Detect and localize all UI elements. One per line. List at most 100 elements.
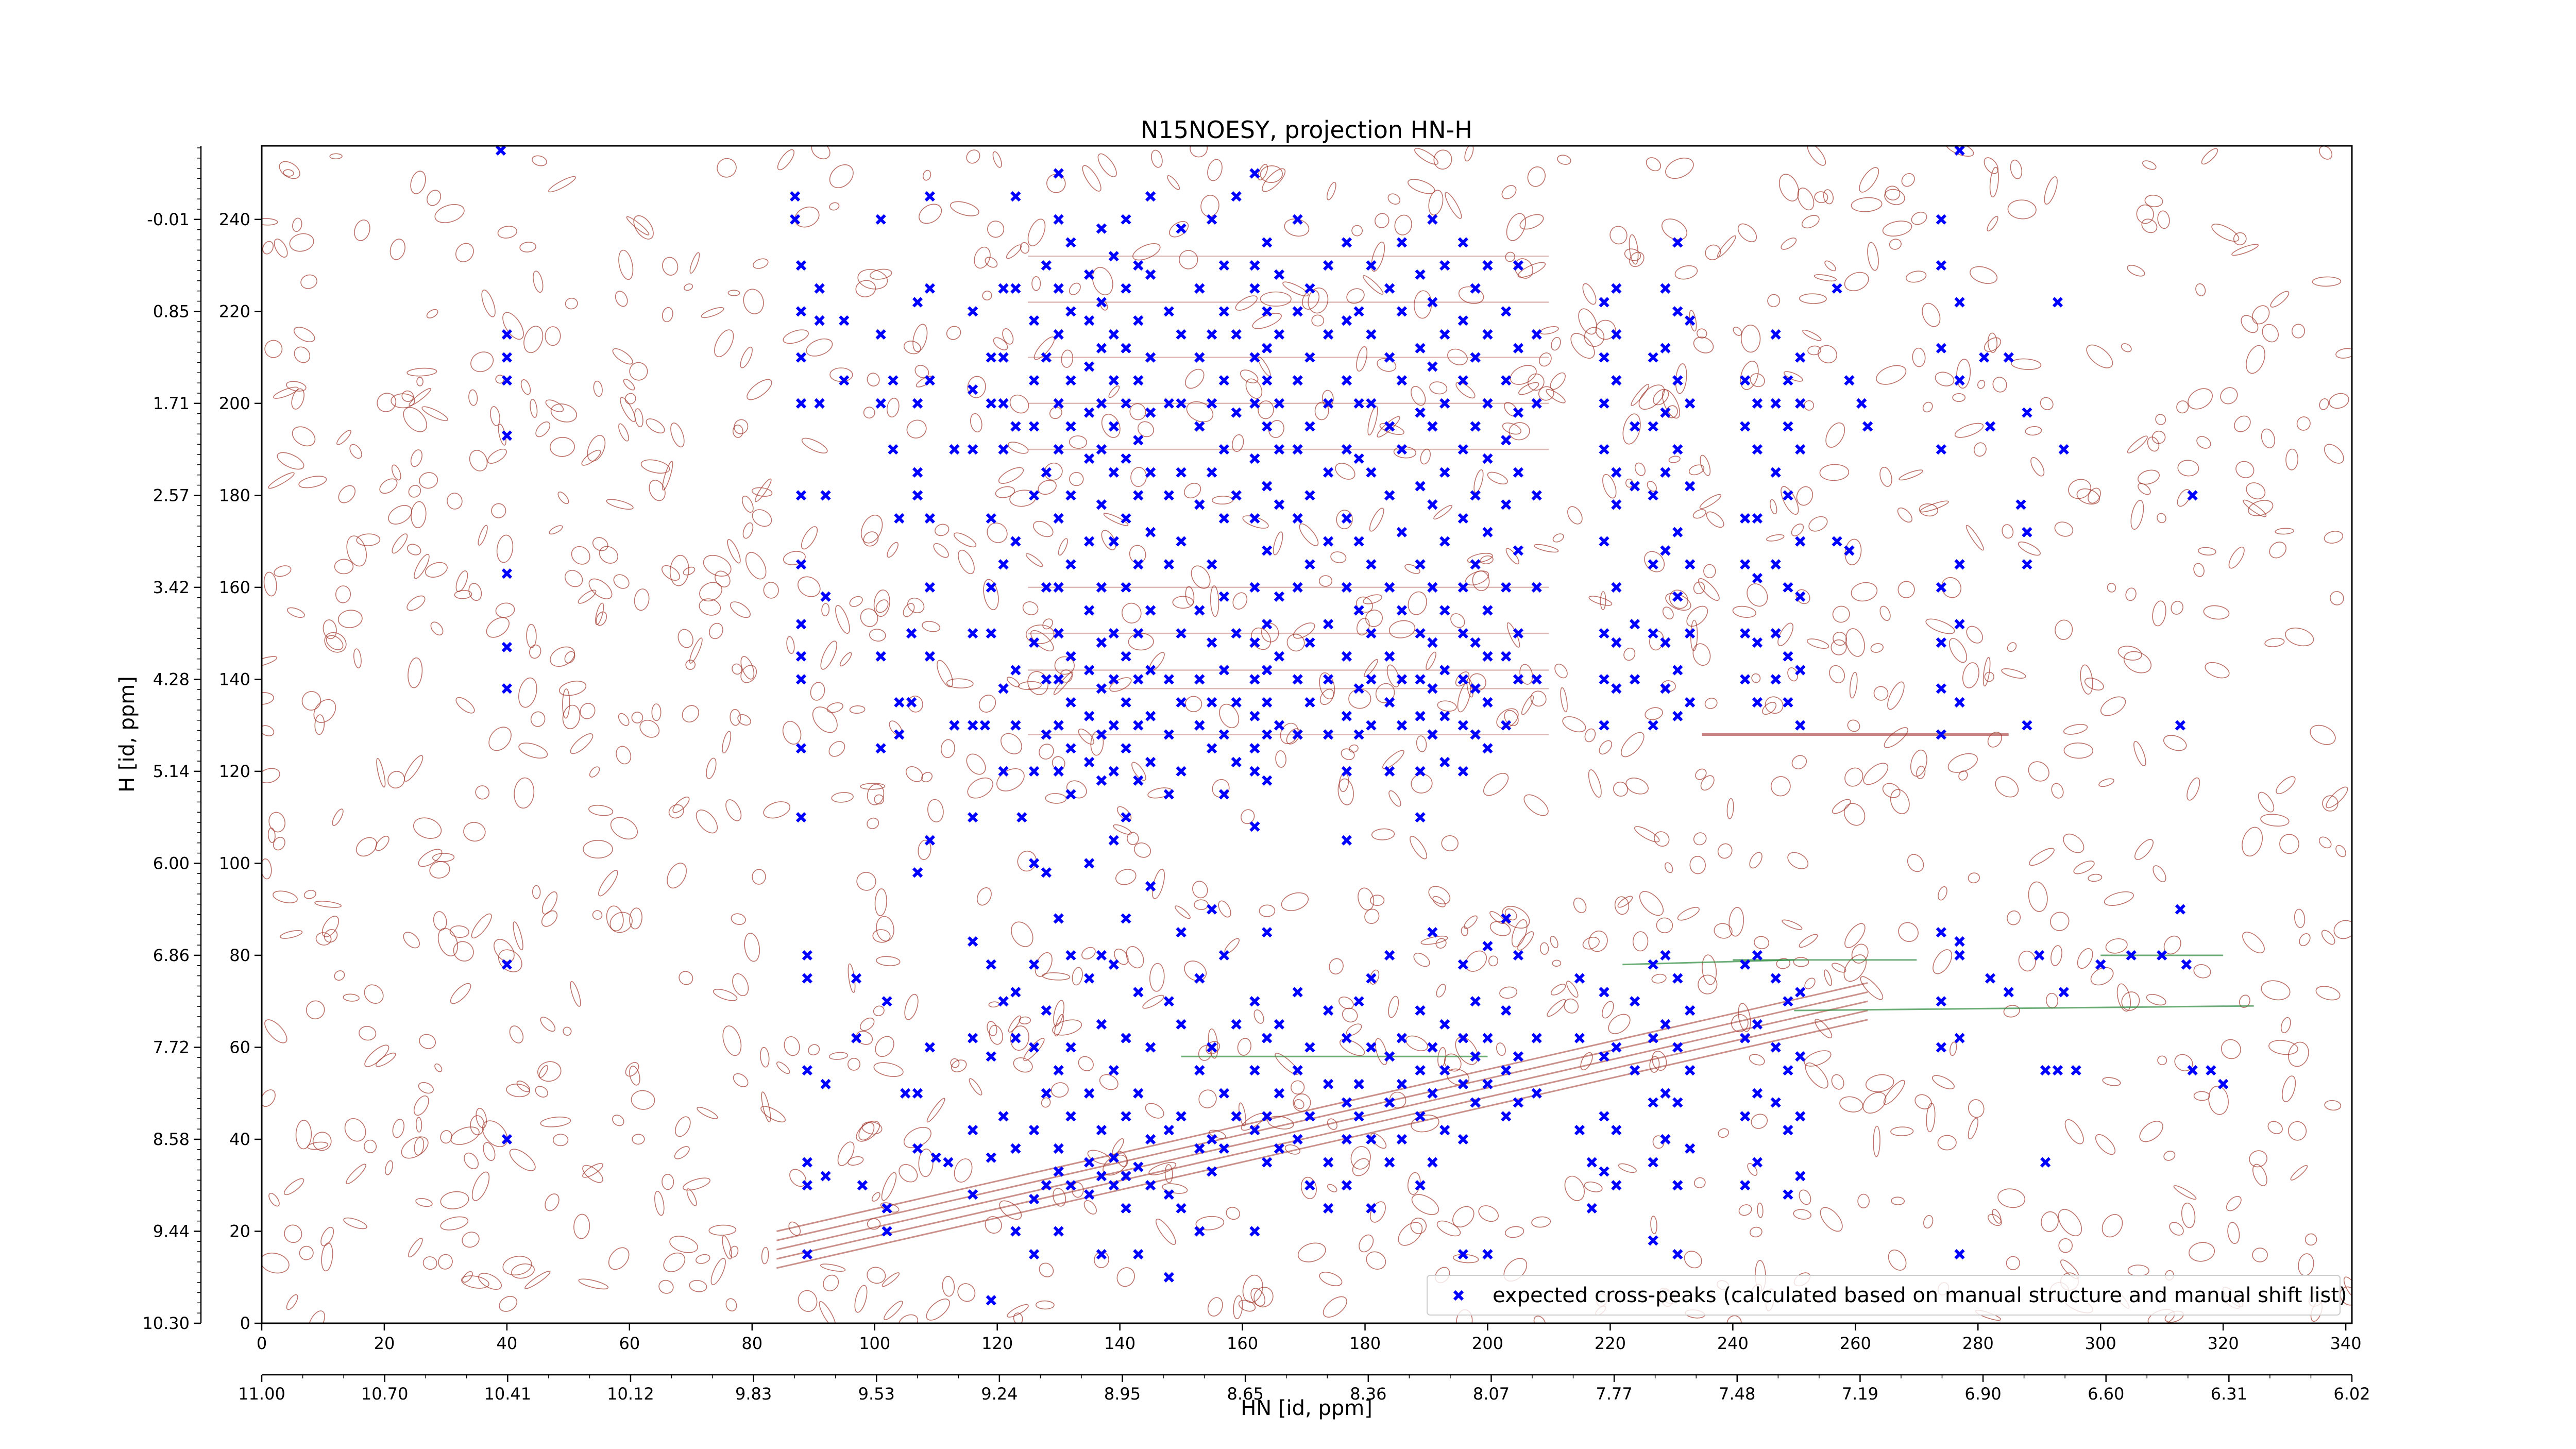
cross-peak-marker — [1096, 223, 1107, 234]
y-ppm-tick-label: 3.42 — [153, 578, 190, 597]
cross-peak-marker — [882, 1226, 892, 1237]
cross-peak-marker — [1084, 665, 1095, 676]
cross-peak-marker — [1218, 444, 1230, 455]
cross-peak-marker — [1396, 674, 1408, 685]
x-index-tick-label: 340 — [2330, 1334, 2362, 1353]
cross-peak-marker — [1366, 467, 1377, 478]
cross-peak-marker — [1427, 421, 1438, 432]
cross-peak-marker — [1133, 775, 1144, 786]
cross-peak-marker — [1108, 329, 1119, 340]
cross-peak-marker — [795, 260, 807, 271]
cross-peak-marker — [1133, 1161, 1144, 1172]
x-ppm-tick-label: 6.90 — [1964, 1384, 2001, 1404]
cross-peak-marker — [1396, 237, 1408, 248]
cross-peak-marker — [1096, 1249, 1107, 1260]
cross-peak-marker — [1672, 1042, 1683, 1053]
cross-peak-marker — [1041, 467, 1052, 478]
cross-peak-marker — [1458, 720, 1469, 731]
cross-peak-marker — [1740, 1180, 1751, 1191]
cross-peak-marker — [1262, 306, 1273, 317]
cross-peak-marker — [1249, 453, 1260, 464]
cross-peak-marker — [1611, 375, 1622, 386]
cross-peak-marker — [1096, 683, 1107, 694]
cross-peak-marker — [1010, 191, 1021, 202]
y-ppm-tick-label: 4.28 — [153, 669, 190, 689]
cross-peak-marker — [2095, 959, 2106, 970]
cross-peak-marker — [1206, 743, 1217, 754]
cross-peak-marker — [814, 283, 825, 294]
cross-peak-marker — [1176, 1111, 1187, 1122]
cross-peak-marker — [1660, 1134, 1671, 1145]
cross-peak-marker — [1427, 214, 1438, 225]
cross-peak-marker — [1262, 481, 1273, 492]
cross-peak-marker — [1611, 1124, 1622, 1136]
cross-peak-marker — [1292, 582, 1303, 593]
cross-peak-marker — [1084, 1157, 1095, 1168]
cross-peak-marker — [501, 568, 513, 579]
cross-peak-marker — [1783, 421, 1793, 432]
cross-peak-marker — [1599, 674, 1609, 685]
cross-peak-marker — [1396, 1033, 1408, 1043]
cross-peak-marker — [986, 959, 996, 970]
cross-peak-marker — [967, 444, 978, 455]
cross-peak-marker — [967, 936, 978, 947]
cross-peak-marker — [1249, 513, 1260, 524]
cross-peak-marker — [1053, 1226, 1064, 1237]
x-ppm-tick-label: 6.02 — [2333, 1384, 2370, 1404]
cross-peak-marker — [1470, 1097, 1481, 1108]
y-index-axis: 0 20 40 60 80 100 120 140 160 180 200 220 240 — [219, 210, 262, 1333]
x-index-tick-label: 60 — [619, 1334, 640, 1353]
cross-peak-marker — [1065, 1180, 1076, 1191]
cross-peak-marker — [814, 315, 825, 326]
cross-peak-marker — [1482, 651, 1493, 662]
cross-peak-marker — [1501, 720, 1512, 731]
cross-peak-marker — [949, 444, 960, 455]
cross-peak-marker — [2022, 527, 2032, 537]
cross-peak-marker — [888, 444, 899, 455]
cross-peak-marker — [1648, 559, 1658, 570]
cross-peak-marker — [1249, 1226, 1260, 1237]
cross-peak-marker — [1065, 743, 1076, 754]
cross-peak-marker — [1053, 766, 1064, 777]
cross-peak-marker — [1262, 697, 1273, 708]
cross-peak-marker — [1084, 407, 1095, 418]
cross-peak-marker — [2052, 1065, 2063, 1076]
cross-peak-marker — [986, 513, 996, 524]
cross-peak-marker — [1599, 720, 1609, 731]
cross-peak-marker — [1133, 490, 1144, 501]
cross-peak-marker — [882, 1203, 892, 1214]
cross-peak-marker — [1844, 375, 1855, 386]
cross-peak-marker — [1176, 628, 1187, 639]
x-index-tick-label: 140 — [1104, 1334, 1136, 1353]
cross-peak-marker — [924, 191, 935, 202]
cross-peak-marker — [1366, 559, 1377, 570]
cross-peak-marker — [1249, 637, 1260, 648]
cross-peak-marker — [1016, 812, 1027, 823]
x-ppm-tick-label: 9.53 — [858, 1384, 895, 1404]
cross-peak-marker — [1648, 1097, 1658, 1108]
cross-peak-marker — [1133, 987, 1144, 998]
cross-peak-marker — [1163, 1124, 1174, 1136]
cross-peak-marker — [1501, 375, 1512, 386]
cross-peak-marker — [1231, 1019, 1242, 1030]
y-ppm-tick-label: 8.58 — [153, 1130, 190, 1149]
cross-peak-marker — [967, 1033, 978, 1043]
cross-peak-marker — [495, 145, 506, 156]
cross-peak-marker — [1611, 329, 1622, 340]
cross-peak-marker — [1470, 490, 1481, 501]
cross-peak-marker — [1366, 329, 1377, 340]
cross-peak-marker — [1194, 674, 1205, 685]
cross-peak-marker — [1323, 536, 1334, 547]
cross-peak-marker — [1292, 444, 1303, 455]
cross-peak-marker — [1936, 444, 1946, 455]
x-ppm-tick-label: 8.07 — [1473, 1384, 1510, 1404]
cross-peak-marker — [2022, 407, 2032, 418]
cross-peak-marker — [1145, 665, 1156, 676]
cross-peak-marker — [1660, 283, 1671, 294]
cross-peak-marker — [1121, 812, 1131, 823]
cross-peak-marker — [1084, 858, 1095, 869]
cross-peak-marker — [1249, 398, 1260, 409]
cross-peak-marker — [1274, 1143, 1285, 1154]
cross-peak-marker — [1660, 637, 1671, 648]
cross-peak-marker — [1366, 628, 1377, 639]
